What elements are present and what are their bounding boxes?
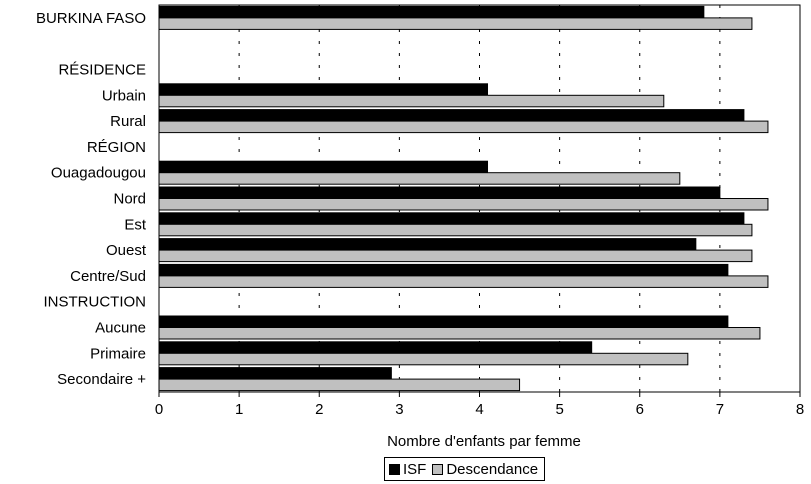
bar-isf-10 <box>158 263 729 277</box>
category-label-3: Urbain <box>102 87 146 104</box>
legend-item-descendance: Descendance <box>432 461 538 478</box>
category-label-6: Ouagadougou <box>51 165 146 182</box>
legend-item-isf: ISF <box>389 461 426 478</box>
bar-isf-13 <box>158 341 593 354</box>
bar-isf-6 <box>158 160 489 174</box>
bar-isf-9 <box>158 238 697 251</box>
bar-descendance-14 <box>158 378 521 392</box>
category-label-4: Rural <box>110 113 146 130</box>
bar-descendance-9 <box>158 249 753 263</box>
legend-swatch-descendance <box>432 463 444 475</box>
bar-isf-3 <box>158 83 489 96</box>
tick-label-x-7: 7 <box>716 401 724 418</box>
tick-label-x-5: 5 <box>555 401 563 418</box>
bar-descendance-6 <box>158 172 681 185</box>
legend-label-isf: ISF <box>403 460 427 478</box>
x-axis-title: Nombre d'enfants par femme <box>387 433 581 450</box>
category-label-14: Secondaire + <box>57 371 146 388</box>
bar-descendance-10 <box>158 275 769 288</box>
category-label-7: Nord <box>113 191 146 208</box>
bar-isf-7 <box>158 186 721 199</box>
tick-label-x-4: 4 <box>475 401 483 418</box>
bar-isf-8 <box>158 212 745 225</box>
tick-label-x-3: 3 <box>395 401 403 418</box>
tick-label-x-2: 2 <box>315 401 323 418</box>
bar-descendance-12 <box>158 327 761 340</box>
tick-label-x-1: 1 <box>235 401 243 418</box>
category-label-10: Centre/Sud <box>70 268 146 285</box>
category-label-8: Est <box>124 216 147 233</box>
bar-descendance-4 <box>158 120 769 134</box>
category-label-0: BURKINA FASO <box>36 10 146 27</box>
tick-label-x-8: 8 <box>796 401 804 418</box>
tick-label-x-6: 6 <box>636 401 644 418</box>
section-heading-5: RÉGION <box>87 139 146 156</box>
legend-swatch-isf <box>389 463 400 475</box>
category-label-13: Primaire <box>90 345 146 362</box>
category-label-9: Ouest <box>106 242 147 259</box>
bar-isf-4 <box>158 109 745 122</box>
bar-descendance-13 <box>158 352 689 366</box>
bar-isf-12 <box>158 315 729 328</box>
bar-isf-0 <box>158 5 705 19</box>
chart-legend: ISF Descendance <box>384 457 546 481</box>
bar-descendance-8 <box>158 223 753 237</box>
legend-label-descendance: Descendance <box>446 460 539 478</box>
bar-descendance-0 <box>158 17 753 30</box>
category-label-12: Aucune <box>95 320 146 337</box>
bar-isf-14 <box>158 367 392 380</box>
tick-label-x-0: 0 <box>155 401 163 418</box>
section-heading-11: INSTRUCTION <box>44 294 147 311</box>
section-heading-2: RÉSIDENCE <box>58 62 146 79</box>
bar-descendance-7 <box>158 198 769 211</box>
bar-descendance-3 <box>158 94 665 108</box>
